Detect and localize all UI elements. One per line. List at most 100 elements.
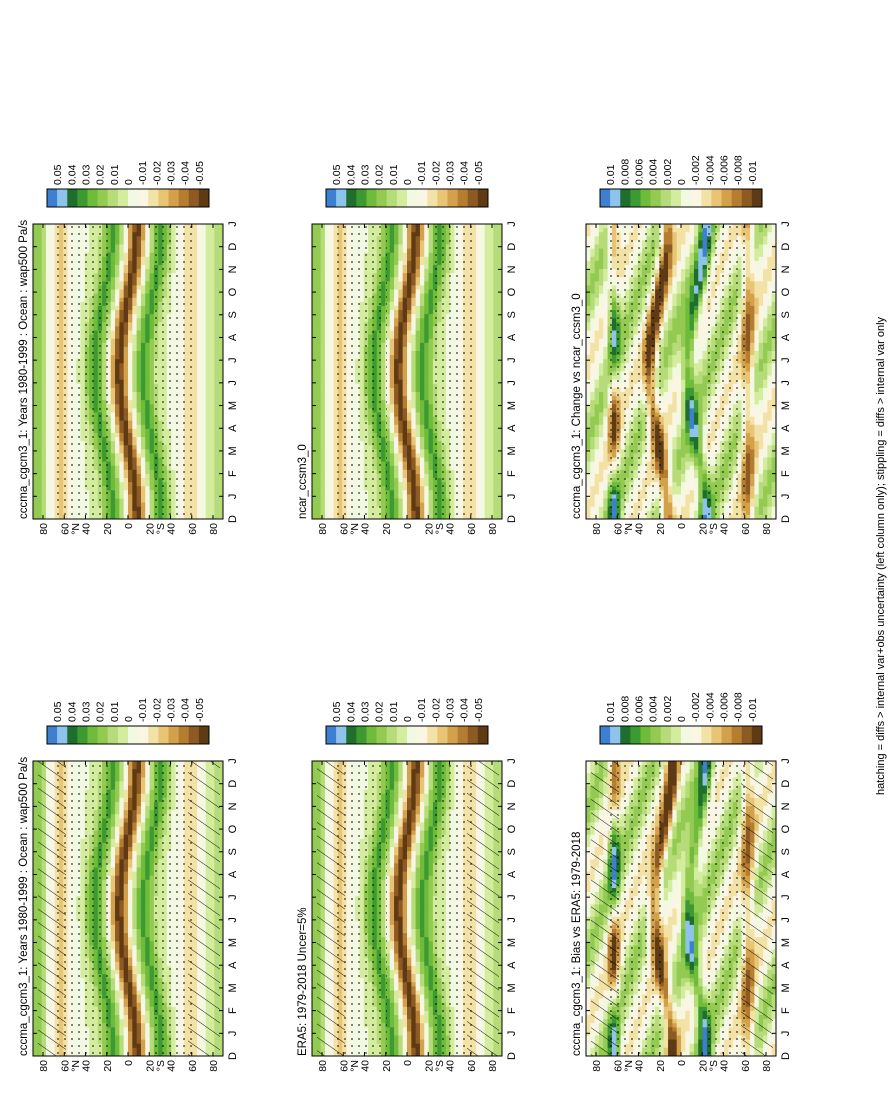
- heatmap-cell: [132, 957, 137, 962]
- heatmap-cell: [42, 510, 47, 515]
- heatmap-cell: [141, 789, 146, 794]
- heatmap-cell: [119, 252, 124, 257]
- heatmap-cell: [119, 355, 124, 360]
- heatmap-cell: [33, 281, 38, 286]
- heatmap-cell: [119, 949, 124, 954]
- heatmap-cell: [128, 478, 133, 483]
- heatmap-cell: [111, 867, 116, 872]
- heatmap-cell: [128, 785, 133, 790]
- heatmap-cell: [115, 957, 120, 962]
- heatmap-cell: [124, 314, 129, 319]
- heatmap-cell: [119, 1006, 124, 1011]
- heatmap-cell: [145, 982, 150, 987]
- heatmap-cell: [132, 306, 137, 311]
- heatmap-cell: [115, 453, 120, 458]
- heatmap-cell: [37, 318, 42, 323]
- heatmap-cell: [115, 502, 120, 507]
- heatmap-cell: [132, 277, 137, 282]
- heatmap-cell: [124, 793, 129, 798]
- heatmap-cell: [124, 260, 129, 265]
- heatmap-cell: [46, 285, 51, 290]
- heatmap-cell: [37, 326, 42, 331]
- heatmap-cell: [132, 318, 137, 323]
- heatmap-cell: [111, 843, 116, 848]
- heatmap-cell: [137, 888, 142, 893]
- heatmap-cell: [141, 1043, 146, 1048]
- heatmap-cell: [115, 351, 120, 356]
- heatmap-cell: [119, 773, 124, 778]
- heatmap-cell: [132, 355, 137, 360]
- heatmap-cell: [42, 359, 47, 364]
- heatmap-cell: [33, 859, 38, 864]
- heatmap-cell: [115, 1006, 120, 1011]
- heatmap-cell: [119, 387, 124, 392]
- heatmap-cell: [132, 367, 137, 372]
- y-tick-label: 80: [38, 1060, 50, 1072]
- heatmap-cell: [111, 892, 116, 897]
- heatmap-cell: [119, 781, 124, 786]
- heatmap-cell: [33, 994, 38, 999]
- heatmap-cell: [124, 297, 129, 302]
- heatmap-cell: [124, 232, 129, 237]
- heatmap-cell: [111, 1023, 116, 1027]
- heatmap-cell: [124, 465, 129, 470]
- heatmap-cell: [111, 232, 116, 237]
- heatmap-cell: [115, 478, 120, 483]
- heatmap-cell: [124, 379, 129, 384]
- heatmap-cell: [141, 773, 146, 778]
- heatmap-cell: [128, 277, 133, 282]
- heatmap-cell: [145, 965, 150, 970]
- heatmap-cell: [137, 1019, 142, 1024]
- heatmap-cell: [132, 515, 137, 520]
- heatmap-cell: [111, 797, 116, 802]
- heatmap-cell: [124, 920, 129, 925]
- heatmap-cell: [115, 810, 120, 815]
- heatmap-cell: [124, 326, 129, 331]
- heatmap-cell: [46, 449, 51, 454]
- heatmap-cell: [42, 400, 47, 405]
- heatmap-cell: [145, 1023, 150, 1027]
- y-hemisphere-south: °S: [155, 1060, 167, 1071]
- heatmap-cell: [132, 863, 137, 868]
- heatmap-cell: [119, 834, 124, 839]
- heatmap-cell: [124, 445, 129, 450]
- heatmap-cell: [42, 424, 47, 429]
- heatmap-cell: [132, 941, 137, 946]
- heatmap-cell: [119, 478, 124, 483]
- heatmap-cell: [145, 847, 150, 852]
- heatmap-cell: [33, 486, 38, 491]
- heatmap-cell: [124, 510, 129, 515]
- heatmap-cell: [46, 248, 51, 253]
- heatmap-cell: [115, 269, 120, 274]
- heatmap-cell: [145, 884, 150, 889]
- heatmap-cell: [119, 1011, 124, 1016]
- heatmap-cell: [124, 306, 129, 311]
- heatmap-cell: [115, 252, 120, 257]
- heatmap-cell: [124, 1031, 129, 1036]
- heatmap-cell: [46, 494, 51, 499]
- heatmap-cell: [115, 338, 120, 343]
- heatmap-cell: [137, 892, 142, 897]
- heatmap-cell: [115, 777, 120, 782]
- heatmap-cell: [141, 879, 146, 884]
- heatmap-cell: [132, 990, 137, 995]
- heatmap-cell: [128, 806, 133, 811]
- heatmap-cell: [124, 318, 129, 323]
- heatmap-cell: [111, 310, 116, 315]
- heatmap-cell: [111, 924, 116, 929]
- heatmap-cell: [124, 502, 129, 507]
- heatmap-cell: [115, 289, 120, 294]
- heatmap-cell: [119, 248, 124, 253]
- heatmap-cell: [111, 1002, 116, 1007]
- x-tick-label: J: [227, 917, 239, 923]
- heatmap-cell: [42, 408, 47, 413]
- heatmap-cell: [33, 777, 38, 782]
- heatmap-cell: [128, 1015, 133, 1020]
- heatmap-cell: [128, 334, 133, 339]
- heatmap-cell: [37, 232, 42, 237]
- heatmap-cell: [145, 851, 150, 856]
- colorbar-swatch: [199, 726, 209, 744]
- colorbar-label: 0.05: [52, 701, 64, 722]
- heatmap-cell: [37, 453, 42, 458]
- heatmap-cell: [141, 888, 146, 893]
